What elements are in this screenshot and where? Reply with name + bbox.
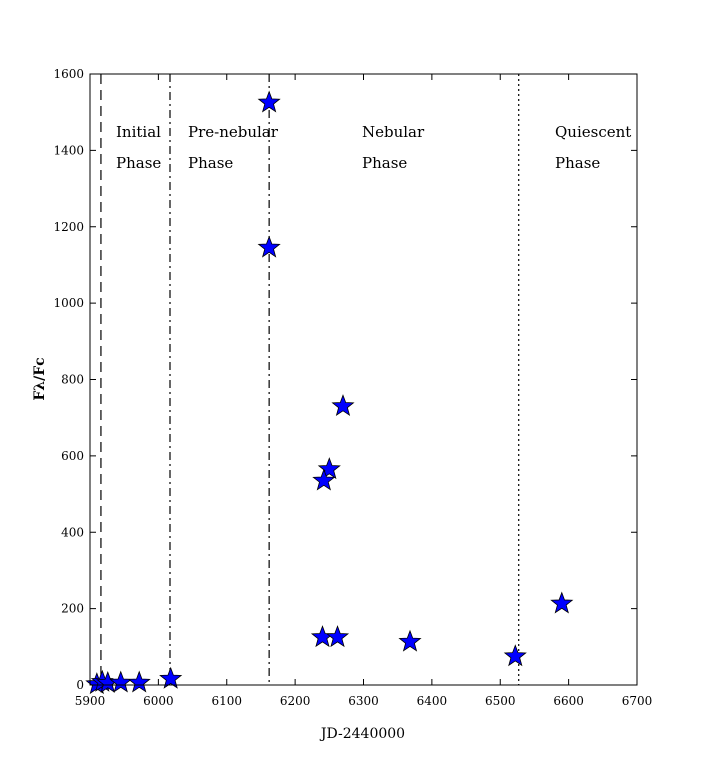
- phase-label-quiescent-line1: Quiescent: [555, 123, 631, 141]
- x-tick-label: 5900: [75, 694, 106, 708]
- data-point-star-5: [127, 670, 151, 693]
- y-tick-label: 1200: [53, 220, 84, 234]
- data-point-star-16: [550, 591, 574, 614]
- data-point-star-10: [317, 457, 341, 480]
- data-point-star-15: [503, 644, 527, 667]
- y-tick-label: 200: [61, 602, 84, 616]
- phase-label-nebular-line1: Nebular: [362, 123, 425, 141]
- y-tick-label: 400: [61, 525, 84, 539]
- y-axis-ticks: 0 200 400 600 800 1000 1200 1400 1600: [53, 67, 637, 692]
- phase-label-initial: Initial Phase: [116, 123, 161, 172]
- y-tick-label: 1600: [53, 67, 84, 81]
- phase-label-quiescent: Quiescent Phase: [555, 123, 631, 172]
- phase-label-initial-line2: Phase: [116, 154, 161, 172]
- x-tick-label: 6100: [211, 694, 242, 708]
- x-axis-ticks: 5900 6000 6100 6200 6300 6400 6500 6600 6700: [75, 74, 653, 708]
- x-tick-label: 6500: [485, 694, 516, 708]
- phase-label-pre-nebular: Pre-nebular Phase: [188, 123, 279, 172]
- data-point-star-7: [257, 90, 281, 113]
- phase-label-nebular: Nebular Phase: [362, 123, 425, 172]
- data-points: [85, 90, 574, 695]
- x-axis-title: JD-2440000: [319, 726, 405, 742]
- x-tick-label: 6700: [622, 694, 653, 708]
- phase-boundaries: [100, 74, 520, 685]
- data-point-star-13: [325, 625, 350, 648]
- x-tick-label: 6000: [143, 694, 174, 708]
- x-tick-label: 6600: [553, 694, 584, 708]
- y-tick-label: 600: [61, 449, 84, 463]
- plot-frame: [89, 73, 638, 686]
- y-tick-label: 1000: [53, 296, 84, 310]
- y-tick-label: 0: [76, 678, 84, 692]
- data-point-star-8: [257, 235, 281, 258]
- y-tick-label: 800: [61, 373, 84, 387]
- data-point-star-6: [159, 666, 183, 689]
- x-tick-label: 6300: [348, 694, 379, 708]
- data-point-star-9: [331, 394, 355, 417]
- x-tick-label: 6400: [417, 694, 448, 708]
- data-point-star-11: [312, 468, 336, 491]
- plot-area: [90, 74, 637, 685]
- data-point-star-14: [398, 629, 422, 652]
- phase-label-initial-line1: Initial: [116, 123, 161, 141]
- phase-label-pre-nebular-line2: Phase: [188, 154, 233, 172]
- x-tick-label: 6200: [280, 694, 311, 708]
- phase-label-quiescent-line2: Phase: [555, 154, 600, 172]
- phase-label-nebular-line2: Phase: [362, 154, 407, 172]
- y-tick-label: 1400: [53, 143, 84, 157]
- phase-label-pre-nebular-line1: Pre-nebular: [188, 123, 279, 141]
- y-axis-title: Fλ/Fc: [32, 357, 48, 400]
